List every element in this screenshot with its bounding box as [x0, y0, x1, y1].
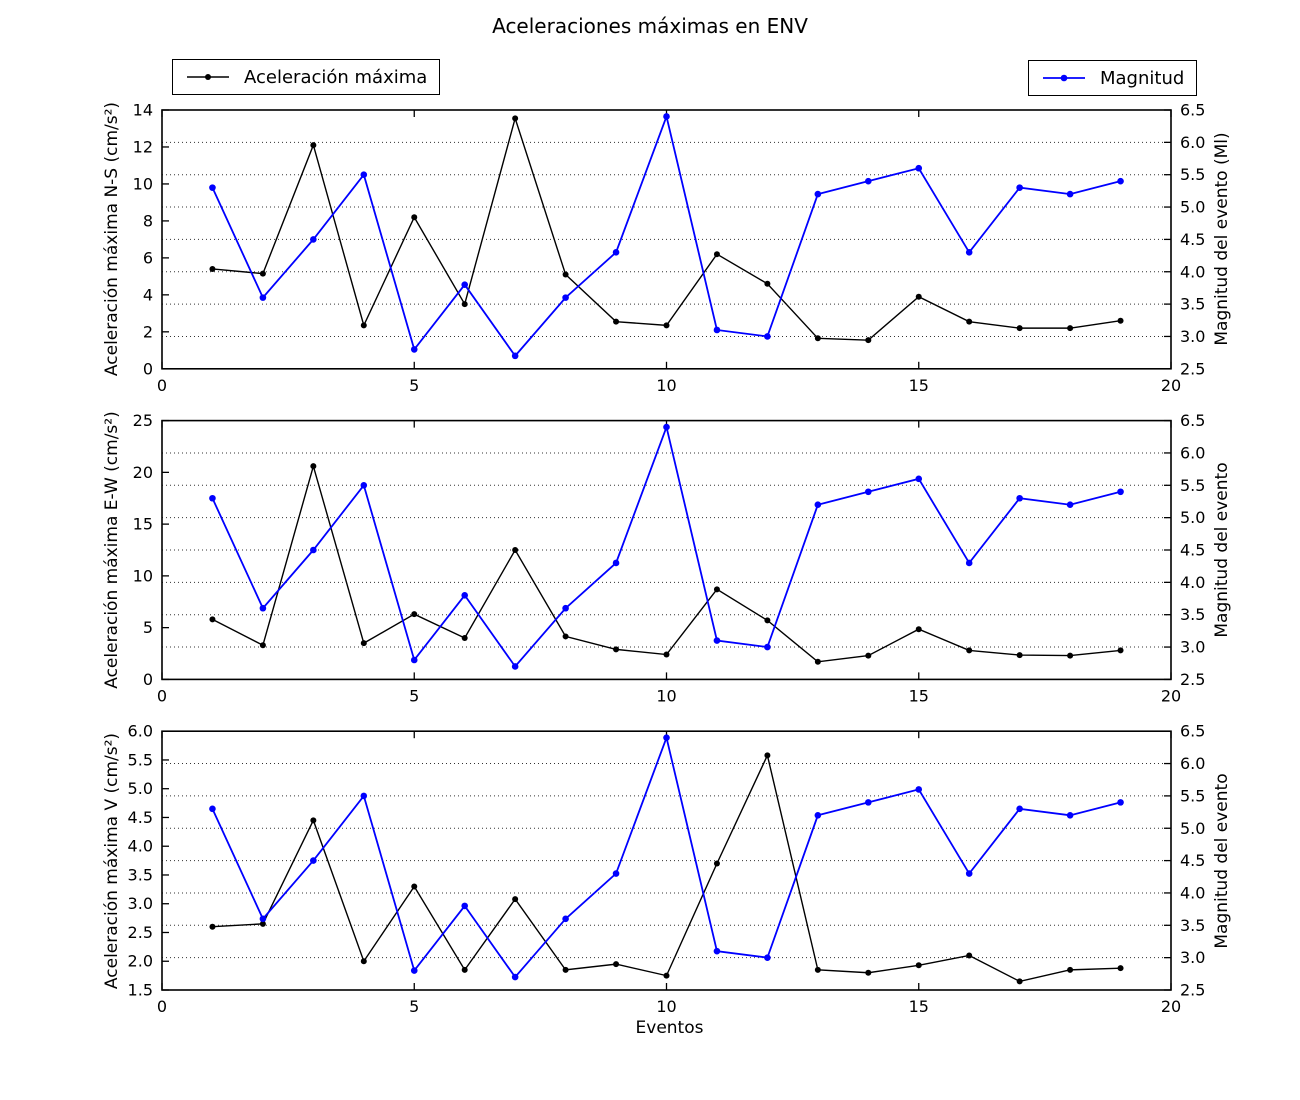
svg-text:10: 10 [133, 566, 153, 585]
svg-text:20: 20 [133, 463, 153, 482]
svg-text:25: 25 [133, 411, 153, 430]
subplot-v: 0 5 10 15 20 1.5 2.0 2.5 3.0 3.5 4.0 4.5 5.0 5.5 6.0 2.… [128, 722, 1206, 1016]
svg-text:20: 20 [1161, 376, 1181, 395]
svg-text:3.5: 3.5 [1180, 916, 1205, 935]
acceleration-markers-ew [209, 463, 1124, 665]
acceleration-line-ns [212, 115, 1121, 341]
svg-text:6.0: 6.0 [1180, 133, 1205, 152]
magnitude-markers-v [209, 734, 1124, 981]
svg-text:8: 8 [143, 211, 153, 230]
svg-text:5.5: 5.5 [1180, 786, 1205, 805]
acceleration-line-ew [212, 463, 1121, 663]
svg-text:5.0: 5.0 [1180, 198, 1205, 217]
svg-text:15: 15 [909, 997, 929, 1016]
svg-text:5.5: 5.5 [1180, 476, 1205, 495]
svg-text:4.5: 4.5 [1180, 851, 1205, 870]
svg-text:5.0: 5.0 [1180, 819, 1205, 838]
svg-text:14: 14 [133, 101, 153, 120]
magnitude-line-v [211, 734, 1121, 979]
acceleration-markers-ns [209, 115, 1124, 344]
svg-text:5.0: 5.0 [1180, 508, 1205, 527]
svg-text:3.5: 3.5 [128, 865, 153, 884]
svg-text:6: 6 [143, 248, 153, 267]
acceleration-line-v [212, 753, 1121, 983]
svg-text:20: 20 [1161, 997, 1181, 1016]
legend-line-marker-blue-icon [1043, 74, 1085, 82]
svg-text:10: 10 [656, 997, 676, 1016]
magnitude-line-ns [211, 113, 1121, 358]
svg-text:6.0: 6.0 [1180, 754, 1205, 773]
svg-text:0: 0 [157, 997, 167, 1016]
svg-text:6.5: 6.5 [1180, 411, 1205, 430]
svg-text:0: 0 [143, 670, 153, 689]
svg-text:6.0: 6.0 [128, 722, 153, 741]
svg-text:5: 5 [409, 686, 419, 705]
chart-title: Aceleraciones máximas en ENV [492, 14, 808, 38]
svg-text:15: 15 [909, 686, 929, 705]
svg-text:5.5: 5.5 [1180, 165, 1205, 184]
tick-labels-v: 0 5 10 15 20 1.5 2.0 2.5 3.0 3.5 4.0 4.5 5.0 5.5 6.0 2.… [128, 722, 1206, 1016]
svg-text:5: 5 [409, 997, 419, 1016]
svg-text:3.0: 3.0 [1180, 327, 1205, 346]
svg-text:4.5: 4.5 [1180, 541, 1205, 560]
svg-text:4.0: 4.0 [1180, 262, 1205, 281]
svg-text:10: 10 [133, 174, 153, 193]
svg-text:5: 5 [409, 376, 419, 395]
gridlines-v [162, 763, 1171, 959]
gridlines-ew [162, 452, 1171, 648]
svg-text:3.5: 3.5 [1180, 295, 1205, 314]
svg-text:15: 15 [909, 376, 929, 395]
legend-aceleracion-maxima: Aceleración máxima [172, 59, 441, 95]
subplot-ns: 0 5 10 15 20 0 2 4 6 8 10 12 14 2.5 3.0 3.5 4.0 4.5 5.0 5.5… [133, 101, 1206, 395]
svg-text:10: 10 [656, 376, 676, 395]
tick-labels-ns: 0 5 10 15 20 0 2 4 6 8 10 12 14 2.5 3.0 3.5 4.0 4.5 5.0 5.5… [133, 101, 1206, 395]
legend-label-magnitud: Magnitud [1100, 67, 1185, 89]
svg-text:6.5: 6.5 [1180, 722, 1205, 741]
svg-text:0: 0 [143, 359, 153, 378]
svg-text:3.0: 3.0 [1180, 638, 1205, 657]
svg-text:6.0: 6.0 [1180, 443, 1205, 462]
ticks-v [161, 730, 1172, 991]
svg-text:5: 5 [143, 618, 153, 637]
svg-text:3.0: 3.0 [1180, 948, 1205, 967]
svg-text:2.5: 2.5 [1180, 359, 1205, 378]
svg-text:4.0: 4.0 [128, 837, 153, 856]
svg-text:5.5: 5.5 [128, 750, 153, 769]
svg-text:0: 0 [157, 376, 167, 395]
magnitude-markers-ew [209, 423, 1124, 670]
svg-text:2.0: 2.0 [128, 952, 153, 971]
svg-text:3.0: 3.0 [128, 894, 153, 913]
xlabel-eventos: Eventos [635, 1018, 704, 1038]
svg-text:0: 0 [157, 686, 167, 705]
svg-text:4.0: 4.0 [1180, 883, 1205, 902]
svg-text:4.0: 4.0 [1180, 573, 1205, 592]
svg-text:2.5: 2.5 [1180, 670, 1205, 689]
svg-text:1.5: 1.5 [128, 981, 153, 1000]
svg-text:2: 2 [143, 322, 153, 341]
tick-labels-ew: 0 5 10 15 20 0 5 10 15 20 25 2.5 3.0 3.5 4.0 4.5 5.0 5.5 6… [133, 411, 1206, 705]
svg-text:3.5: 3.5 [1180, 605, 1205, 624]
legend-label-aceleracion: Aceleración máxima [244, 66, 428, 88]
svg-text:12: 12 [133, 137, 153, 156]
ticks-ns [161, 109, 1172, 370]
svg-text:4: 4 [143, 285, 153, 304]
svg-text:2.5: 2.5 [1180, 981, 1205, 1000]
svg-text:15: 15 [133, 515, 153, 534]
legend-magnitud: Magnitud [1028, 60, 1198, 96]
svg-text:4.5: 4.5 [128, 808, 153, 827]
svg-text:6.5: 6.5 [1180, 101, 1205, 120]
svg-text:5.0: 5.0 [128, 779, 153, 798]
svg-text:20: 20 [1161, 686, 1181, 705]
svg-text:10: 10 [656, 686, 676, 705]
magnitude-markers-ns [209, 113, 1124, 360]
svg-text:2.5: 2.5 [128, 923, 153, 942]
subplot-ew: 0 5 10 15 20 0 5 10 15 20 25 2.5 3.0 3.5 4.0 4.5 5.0 5.5 6… [133, 411, 1206, 705]
acceleration-markers-v [209, 752, 1124, 985]
legend-line-marker-black-icon [187, 74, 229, 80]
svg-text:4.5: 4.5 [1180, 230, 1205, 249]
magnitude-line-ew [211, 423, 1121, 668]
